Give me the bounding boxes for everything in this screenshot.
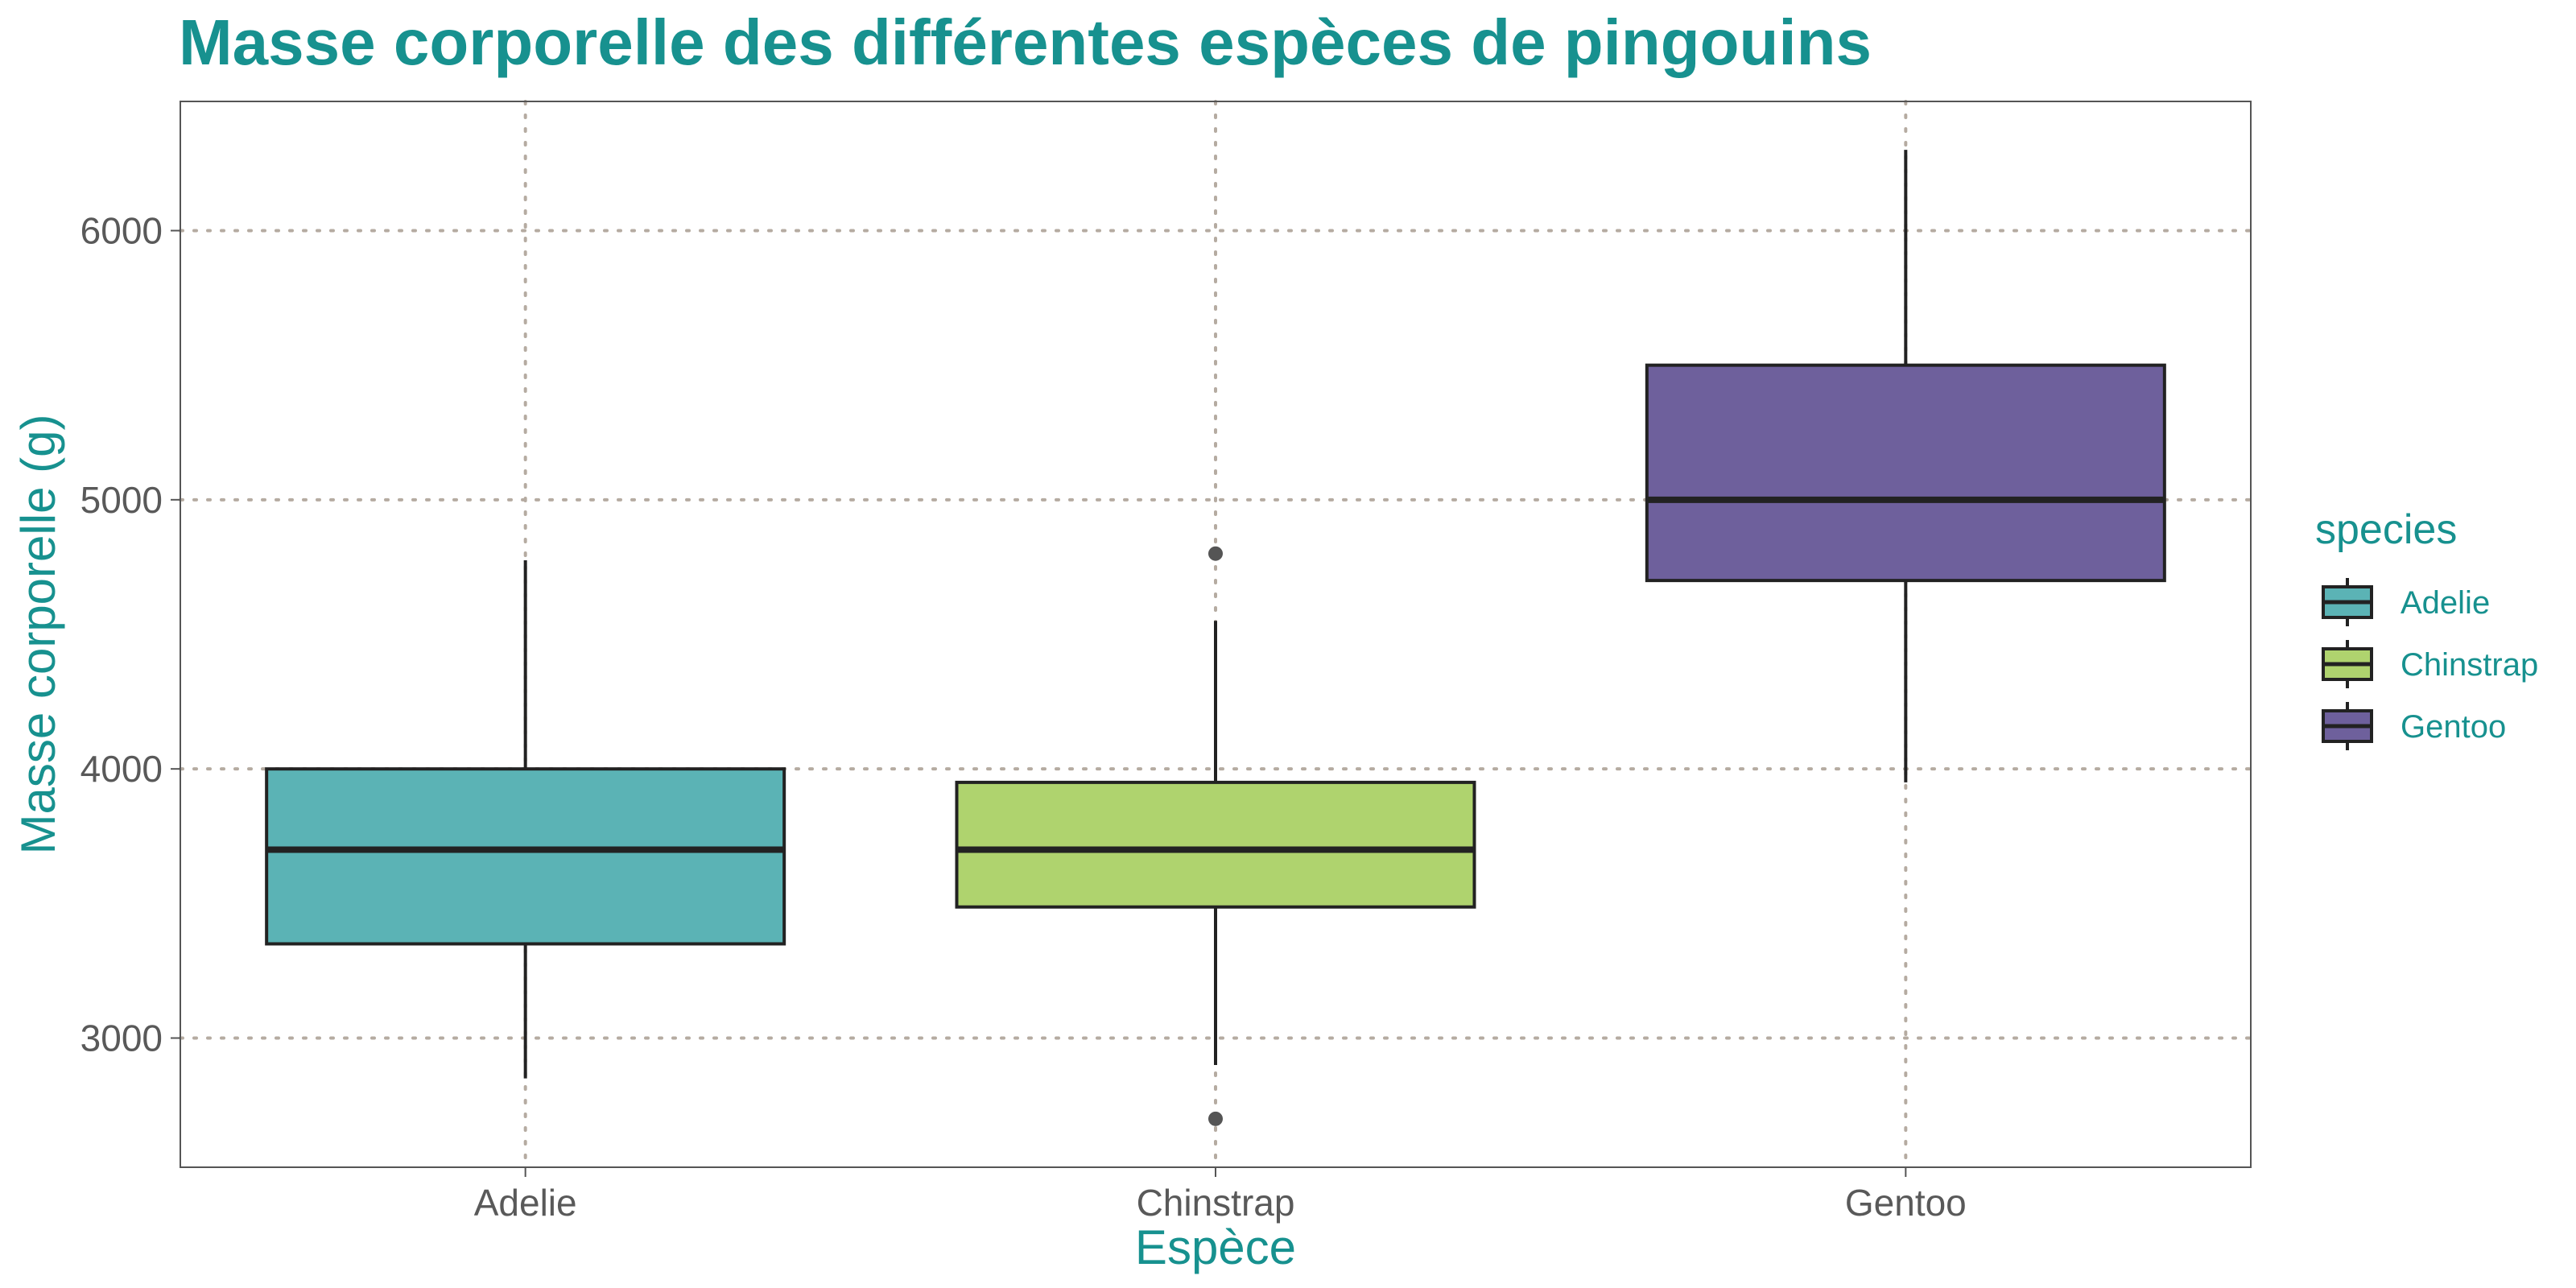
box-iqr <box>265 767 786 946</box>
legend-item-chinstrap: Chinstrap <box>2322 640 2538 688</box>
box-chinstrap <box>955 546 1476 1126</box>
x-tick-label: Gentoo <box>1845 1182 1967 1224</box>
legend: species Adelie Chinstrap Gentoo <box>2315 506 2538 750</box>
y-axis: 3000 4000 5000 6000 <box>80 209 180 1059</box>
box-adelie <box>265 560 786 1079</box>
chart-title: Masse corporelle des différentes espèces… <box>179 6 1872 78</box>
y-tick-label: 3000 <box>80 1018 163 1059</box>
y-tick-label: 4000 <box>80 748 163 790</box>
box-iqr <box>1645 363 2166 583</box>
x-tick-label: Adelie <box>474 1182 577 1224</box>
y-axis-title: Masse corporelle (g) <box>11 415 65 855</box>
outlier-point <box>1208 1111 1223 1126</box>
outlier-point <box>1208 546 1223 561</box>
legend-title: species <box>2315 506 2457 553</box>
y-tick-label: 5000 <box>80 479 163 521</box>
x-tick-label: Chinstrap <box>1137 1182 1295 1224</box>
plot-area <box>265 150 2166 1126</box>
legend-item-gentoo: Gentoo <box>2322 702 2506 750</box>
x-axis-title: Espèce <box>1135 1220 1296 1274</box>
x-axis: Adelie Chinstrap Gentoo <box>474 1167 1967 1224</box>
legend-label: Gentoo <box>2401 709 2506 745</box>
box-gentoo <box>1645 150 2166 782</box>
legend-label: Adelie <box>2401 585 2490 621</box>
box-iqr <box>955 780 1476 909</box>
y-tick-label: 6000 <box>80 209 163 251</box>
legend-item-adelie: Adelie <box>2322 578 2490 626</box>
legend-label: Chinstrap <box>2401 647 2538 683</box>
